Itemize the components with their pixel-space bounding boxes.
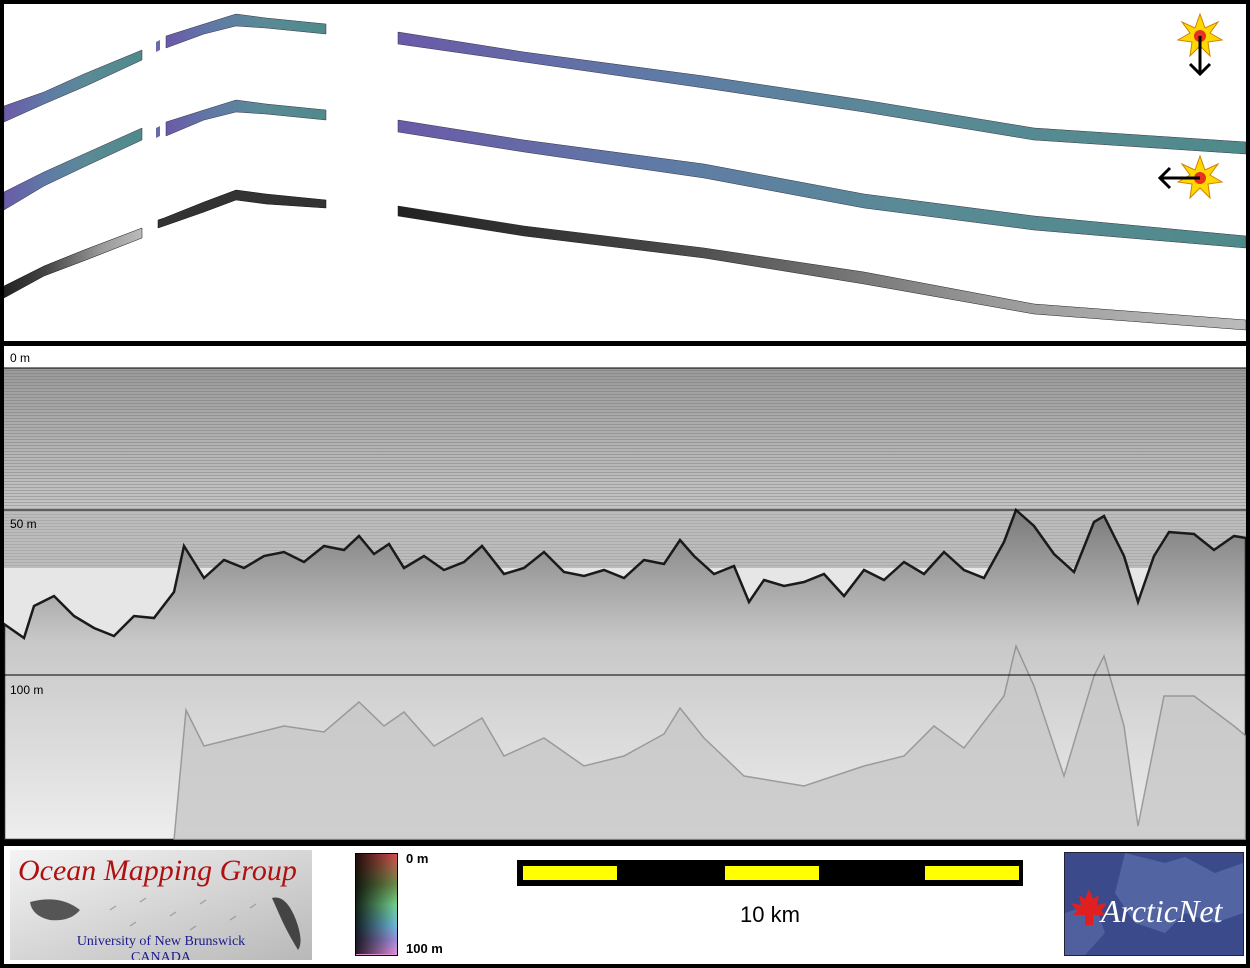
omg-logo-university: University of New Brunswick [76,934,246,949]
depth-colorbar-shading [355,853,396,954]
colorbar-top-label: 0 m [406,851,429,866]
seabed-image [10,850,312,960]
swath-strip-east-illumination [4,99,1246,249]
scale-bar-segment [725,866,819,880]
scale-bar-segment [925,866,1019,880]
arctic-map-graphic [1065,853,1243,955]
omg-logo-title: Ocean Mapping Group [18,854,297,887]
echogram-image [4,367,1246,840]
swath-strips [4,12,1246,331]
depth-label-0: 0 m [10,351,31,365]
arrow-down-icon [1188,36,1212,77]
depth-label-100: 100 m [10,683,44,697]
subbottom-echogram-panel: 0 m 50 m 100 m [4,346,1246,840]
arrow-left-icon [1157,166,1200,190]
arcticnet-logo-text: ArcticNet [1101,893,1223,929]
depth-label-50: 50 m [10,517,37,531]
maple-leaf-icon [1071,889,1107,925]
arcticnet-logo: ArcticNet [1064,852,1244,956]
ocean-mapping-group-logo: Ocean Mapping Group University of New Br… [10,850,312,960]
colorbar-bottom-label: 100 m [406,941,443,956]
scale-bar-label: 10 km [740,902,800,927]
scale-bar [517,860,1023,886]
swath-strip-north-illumination [4,13,1246,155]
scale-bar-segment [523,866,617,880]
multiple-reflection [173,643,1246,840]
swath-strip-backscatter [4,189,1246,331]
omg-logo-country: CANADA [131,950,191,960]
multibeam-swath-panel [4,4,1246,341]
legend-bar: Ocean Mapping Group University of New Br… [4,846,1246,964]
